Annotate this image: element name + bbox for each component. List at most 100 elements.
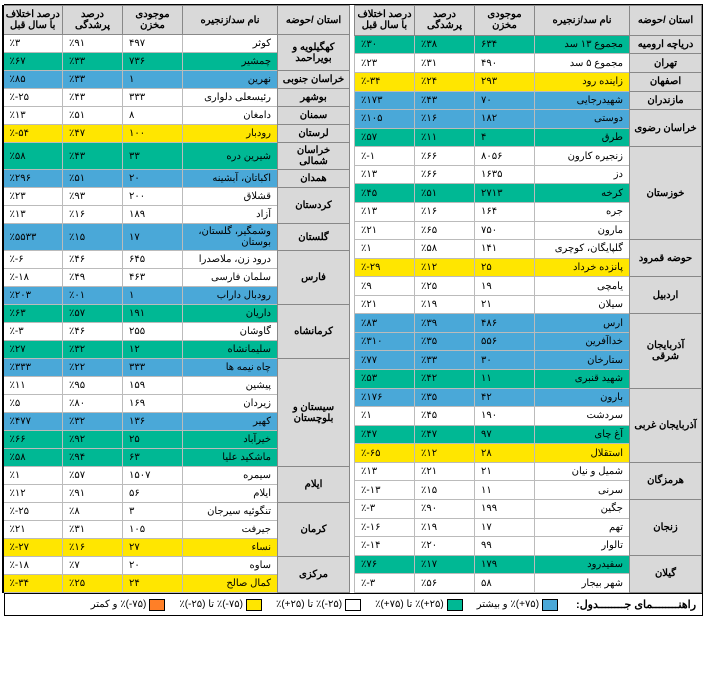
data-cell: دز xyxy=(535,165,630,184)
table-row: فارسدرود زن، ملاصدرا۶۴۵٪۴۶٪-۶ xyxy=(3,251,350,269)
data-cell: ٪۵۸ xyxy=(3,449,63,467)
data-cell: ۱۷ xyxy=(475,518,535,537)
left-table: استان /حوضهنام سد/زنجیرهموجودی مخزندرصد … xyxy=(2,5,351,593)
legend-label: (۷۵-)٪ و کمتر xyxy=(91,599,147,610)
province-cell: اصفهان xyxy=(630,73,702,92)
data-cell: تالوار xyxy=(535,537,630,556)
data-cell: ٪۹۴ xyxy=(63,449,123,467)
table-row: همداناکباتان، آبشینه۲۰٪۵۱٪۲۹۶ xyxy=(3,170,350,188)
province-cell: ایلام xyxy=(278,467,350,503)
data-cell: ٪۲۰ xyxy=(415,537,475,556)
table-row: خوزستانزنجیره کارون۸۰۵۶٪۶۶٪-۱ xyxy=(355,147,702,166)
col-header: درصد اختلاف با سال قبل xyxy=(3,6,63,35)
data-cell: ٪۳۹ xyxy=(415,314,475,333)
data-cell: ۱ xyxy=(123,71,183,89)
data-cell: استقلال xyxy=(535,444,630,463)
data-cell: سفیدرود xyxy=(535,555,630,574)
data-cell: خداآفرین xyxy=(535,332,630,351)
table-row: کهگیلویه و بویراحمدکوثر۴۹۷٪۹۱٪۳ xyxy=(3,35,350,53)
province-cell: تهران xyxy=(630,54,702,73)
data-cell: ۲۰ xyxy=(123,170,183,188)
data-cell: ماشکید علیا xyxy=(183,449,278,467)
data-cell: ۱۶۴ xyxy=(475,202,535,221)
data-cell: ٪۴۶ xyxy=(63,323,123,341)
data-cell: ٪۲۷ xyxy=(3,341,63,359)
data-cell: ۲۵ xyxy=(123,431,183,449)
table-row: زنجانجگین۱۹۹٪۹۰٪-۳ xyxy=(355,499,702,518)
data-cell: رئیسعلی دلواری xyxy=(183,89,278,107)
data-cell: ۳۳ xyxy=(123,143,183,170)
col-header: نام سد/زنجیره xyxy=(535,6,630,36)
data-cell: داریان xyxy=(183,305,278,323)
data-cell: طرق xyxy=(535,128,630,147)
data-cell: ٪-۳ xyxy=(3,323,63,341)
data-cell: پانزده خرداد xyxy=(535,258,630,277)
data-cell: ٪-۶۵ xyxy=(355,444,415,463)
data-cell: ٪۵۵۳۳ xyxy=(3,224,63,251)
data-cell: زیردان xyxy=(183,395,278,413)
data-cell: ۸۰۵۶ xyxy=(475,147,535,166)
data-cell: ٪۰۱ xyxy=(63,287,123,305)
data-cell: ٪۱۳ xyxy=(355,462,415,481)
data-cell: ٪۱۰۵ xyxy=(355,110,415,129)
data-cell: ٪۶۶ xyxy=(3,431,63,449)
table-row: سمناندامغان۸٪۵۱٪۱۳ xyxy=(3,107,350,125)
data-cell: ۱۵۰۷ xyxy=(123,467,183,485)
table-row: بوشهررئیسعلی دلواری۳۳۳٪۴۳٪-۲۵ xyxy=(3,89,350,107)
data-cell: ۷۳۶ xyxy=(123,53,183,71)
data-cell: ۱۸۹ xyxy=(123,206,183,224)
data-cell: ۶۴۵ xyxy=(123,251,183,269)
data-cell: ۱۸۲ xyxy=(475,110,535,129)
data-cell: ۴۸۶ xyxy=(475,314,535,333)
data-cell: ۲۵ xyxy=(475,258,535,277)
data-cell: وشمگیر، گلستان، بوستان xyxy=(183,224,278,251)
data-cell: ٪۳۲ xyxy=(63,341,123,359)
table-row: آذربایجان غربیبارون۴۲٪۳۵٪۱۷۶ xyxy=(355,388,702,407)
table-row: آذربایجان شرقیارس۴۸۶٪۳۹٪۸۳ xyxy=(355,314,702,333)
legend-item: (۷۵-)٪ تا (۲۵-)٪ xyxy=(179,599,262,611)
data-cell: ٪۲۵ xyxy=(63,575,123,593)
table-row: لرستانرودبار۱۰۰٪۴۷٪-۵۴ xyxy=(3,125,350,143)
data-cell: مارون xyxy=(535,221,630,240)
table-row: تهرانمجموع ۵ سد۴۹۰٪۳۱٪۲۳ xyxy=(355,54,702,73)
data-cell: ٪۵۷ xyxy=(63,467,123,485)
data-cell: ۱۵۹ xyxy=(123,377,183,395)
data-cell: ۴۶۳ xyxy=(123,269,183,287)
data-cell: ٪-۲۵ xyxy=(3,503,63,521)
data-cell: ۱ xyxy=(123,287,183,305)
data-cell: بارون xyxy=(535,388,630,407)
data-cell: ٪۲۱ xyxy=(3,521,63,539)
province-cell: بوشهر xyxy=(278,89,350,107)
data-cell: ٪۲۵ xyxy=(415,277,475,296)
legend-swatch xyxy=(447,599,463,611)
data-cell: ٪۳۵ xyxy=(415,388,475,407)
data-cell: رودبار xyxy=(183,125,278,143)
data-cell: ۱۹۱ xyxy=(123,305,183,323)
data-cell: ٪۹۰ xyxy=(415,499,475,518)
data-cell: ٪۱۲ xyxy=(415,258,475,277)
data-cell: ۳ xyxy=(123,503,183,521)
table-row: ایلامسیمره۱۵۰۷٪۵۷٪۱ xyxy=(3,467,350,485)
data-cell: ٪۱۱ xyxy=(415,128,475,147)
data-cell: ٪۴۶ xyxy=(63,251,123,269)
legend: راهنــــــــمای جــــــــدول: (۷۵+)٪ و ب… xyxy=(4,594,703,616)
province-cell: خراسان جنوبی xyxy=(278,71,350,89)
province-cell: کرمانشاه xyxy=(278,305,350,359)
data-cell: ٪۳ xyxy=(3,35,63,53)
tables-container: استان /حوضهنام سد/زنجیرهموجودی مخزندرصد … xyxy=(4,4,703,594)
data-cell: ٪۵ xyxy=(3,395,63,413)
table-row: خراسان رضویدوستی۱۸۲٪۱۶٪۱۰۵ xyxy=(355,110,702,129)
data-cell: یامچی xyxy=(535,277,630,296)
data-cell: ٪۹۵ xyxy=(63,377,123,395)
data-cell: ٪-۳ xyxy=(355,499,415,518)
data-cell: جگین xyxy=(535,499,630,518)
data-cell: شهید قنبری xyxy=(535,370,630,389)
data-cell: ۹۷ xyxy=(475,425,535,444)
data-cell: ٪۳۰ xyxy=(355,35,415,54)
legend-label: (۷۵+)٪ و بیشتر xyxy=(477,599,539,610)
province-cell: هرمزگان xyxy=(630,462,702,499)
data-cell: ۴۲ xyxy=(475,388,535,407)
data-cell: ٪-۲۹ xyxy=(355,258,415,277)
data-cell: ٪۳۳ xyxy=(63,53,123,71)
data-cell: ۴۹۰ xyxy=(475,54,535,73)
